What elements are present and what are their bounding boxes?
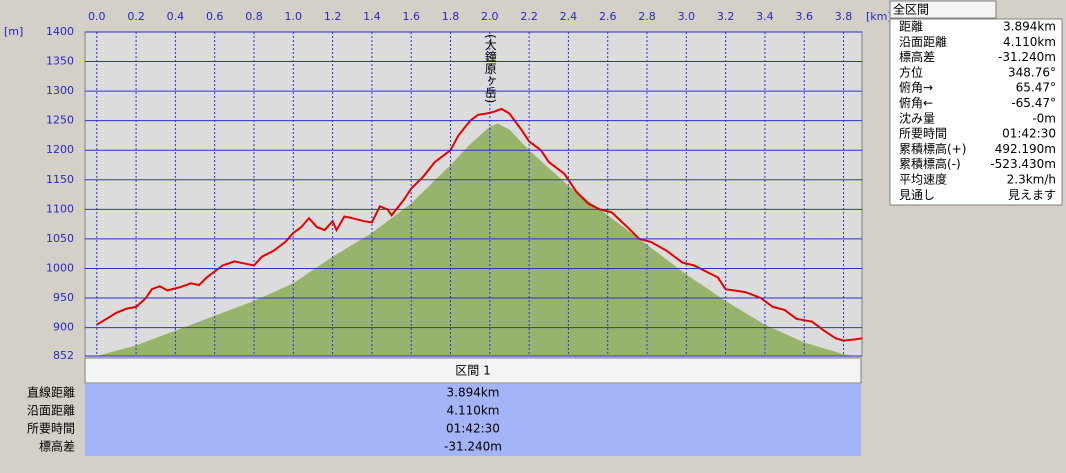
summary-label: 方位 [899, 64, 923, 79]
summary-value: 492.190m [995, 142, 1056, 156]
summary-value: -0m [1032, 111, 1056, 125]
summary-label: 累積標高(-) [899, 156, 961, 171]
peak-label: (大鐘原ヶ岳) [483, 34, 497, 103]
summary-label: 平均速度 [899, 172, 947, 187]
y-tick-label: 1400 [46, 25, 74, 38]
summary-value: 2.3km/h [1007, 173, 1056, 187]
x-tick-label: 0.8 [245, 10, 263, 23]
y-tick-label: 1050 [46, 232, 74, 245]
summary-value: 4.110km [1003, 35, 1056, 49]
x-tick-label: 1.0 [285, 10, 303, 23]
x-tick-label: 3.4 [756, 10, 774, 23]
y-tick-label: 1200 [46, 143, 74, 156]
summary-label: 距離 [899, 20, 923, 34]
summary-label: 沿面距離 [899, 35, 947, 49]
section-label: 標高差 [39, 439, 75, 454]
x-tick-label: 0.6 [206, 10, 224, 23]
y-tick-label: 1350 [46, 55, 74, 68]
summary-title-box [889, 0, 997, 19]
x-tick-label: 1.6 [402, 10, 420, 23]
y-tick-label: 1000 [46, 261, 74, 274]
x-unit: [km] [866, 10, 892, 23]
y-tick-label: 950 [53, 291, 74, 304]
section-value: 3.894km [447, 386, 500, 400]
x-tick-label: 2.2 [520, 10, 538, 23]
section-label: 所要時間 [27, 422, 75, 436]
summary-label: 俯角→ [899, 80, 933, 95]
x-tick-label: 2.0 [481, 10, 499, 23]
summary-table [889, 18, 1063, 206]
y-tick-label: 852 [53, 349, 74, 362]
y-unit: [m] [4, 25, 23, 38]
x-tick-label: 0.0 [88, 10, 106, 23]
route-line [96, 107, 863, 342]
summary-label: 標高差 [899, 49, 935, 64]
section-header[interactable]: 区間 1 [455, 364, 490, 378]
section-value: 4.110km [447, 404, 500, 418]
summary-label: 見通し [899, 188, 935, 202]
section-header-box[interactable] [84, 357, 862, 384]
summary-value: -31.240m [998, 50, 1056, 64]
summary-value: -523.430m [990, 157, 1056, 171]
section-label: 直線距離 [27, 385, 75, 400]
summary-value: -65.47° [1011, 96, 1056, 110]
x-tick-label: 2.6 [599, 10, 617, 23]
x-tick-label: 1.2 [324, 10, 342, 23]
x-tick-label: 3.2 [717, 10, 735, 23]
section-value: 01:42:30 [446, 422, 500, 436]
summary-label: 沈み量 [899, 110, 935, 125]
x-tick-label: 0.4 [167, 10, 185, 23]
summary-label: 累積標高(+) [899, 141, 966, 156]
x-tick-label: 3.8 [835, 10, 853, 23]
x-tick-label: 1.4 [363, 10, 381, 23]
x-tick-label: 2.4 [560, 10, 578, 23]
x-tick-label: 0.2 [127, 10, 145, 23]
summary-value: 01:42:30 [1002, 127, 1056, 141]
y-tick-label: 1150 [46, 173, 74, 186]
y-tick-label: 1300 [46, 84, 74, 97]
x-tick-label: 3.6 [795, 10, 813, 23]
x-tick-label: 2.8 [638, 10, 656, 23]
summary-title: 全区間 [893, 2, 929, 17]
section-value: -31.240m [444, 440, 502, 454]
summary-label: 所要時間 [899, 127, 947, 141]
x-tick-label: 1.8 [442, 10, 460, 23]
summary-value: 348.76° [1008, 65, 1056, 79]
y-tick-label: 1250 [46, 114, 74, 127]
summary-value: 65.47° [1016, 81, 1056, 95]
y-tick-label: 1100 [46, 202, 74, 215]
x-tick-label: 3.0 [678, 10, 696, 23]
section-label: 沿面距離 [27, 404, 75, 418]
y-tick-label: 900 [53, 321, 74, 334]
section-body [85, 384, 861, 456]
summary-value: 3.894km [1003, 20, 1056, 34]
summary-value: 見えます [1008, 188, 1056, 202]
summary-label: 俯角← [899, 95, 933, 110]
